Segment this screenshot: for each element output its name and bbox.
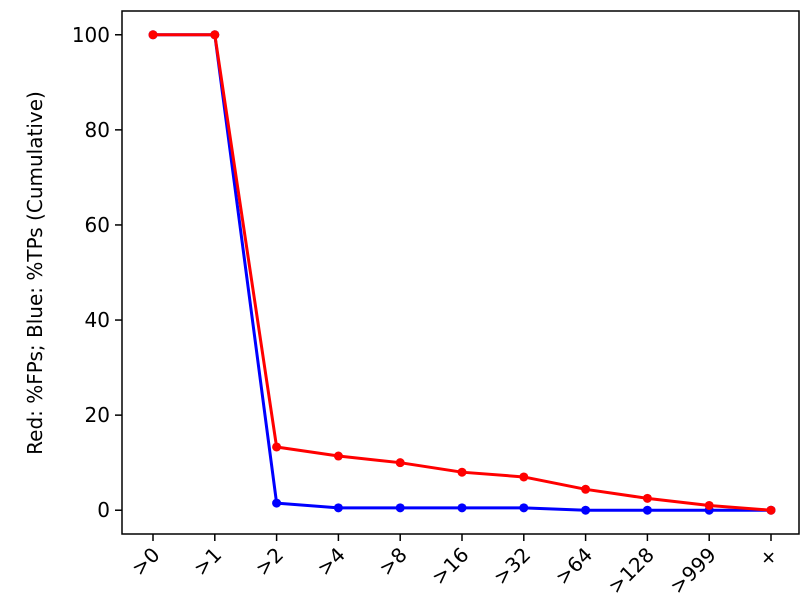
series-1-point bbox=[210, 30, 219, 39]
x-tick-label: >4 bbox=[312, 543, 350, 581]
series-1-point bbox=[767, 506, 776, 515]
x-tick-label: >2 bbox=[250, 543, 288, 581]
series-0-point bbox=[272, 499, 281, 508]
y-tick-label: 80 bbox=[85, 118, 110, 142]
x-tick-label: >8 bbox=[374, 543, 412, 581]
series-1-point bbox=[396, 458, 405, 467]
x-tick-label: >64 bbox=[550, 543, 597, 590]
y-tick-label: 100 bbox=[72, 23, 110, 47]
series-1-point bbox=[643, 494, 652, 503]
series-0-point bbox=[458, 503, 467, 512]
x-tick-label: >128 bbox=[603, 543, 659, 599]
y-tick-label: 0 bbox=[97, 498, 110, 522]
y-ticks: 0 20 40 60 80 100 bbox=[72, 23, 122, 522]
y-axis-label: Red: %FPs; Blue: %TPs (Cumulative) bbox=[23, 91, 47, 455]
series-1-point bbox=[581, 485, 590, 494]
series-0-point bbox=[581, 506, 590, 515]
series-1-point bbox=[334, 452, 343, 461]
series-1-point bbox=[458, 468, 467, 477]
series-1-point bbox=[149, 30, 158, 39]
x-tick-label: >16 bbox=[427, 543, 474, 590]
y-tick-label: 60 bbox=[85, 213, 110, 237]
series-layer bbox=[149, 30, 776, 514]
series-1-point bbox=[519, 472, 528, 481]
x-tick-label: >0 bbox=[127, 543, 165, 581]
series-line-0 bbox=[153, 35, 771, 510]
series-0-point bbox=[396, 503, 405, 512]
y-tick-label: 40 bbox=[85, 308, 110, 332]
y-tick-label: 20 bbox=[85, 403, 110, 427]
series-0-point bbox=[643, 506, 652, 515]
x-tick-label: >999 bbox=[665, 543, 721, 599]
x-tick-label: >32 bbox=[489, 543, 536, 590]
series-0-point bbox=[519, 503, 528, 512]
y-axis-label-group: Red: %FPs; Blue: %TPs (Cumulative) bbox=[23, 91, 47, 455]
x-tick-label: + bbox=[754, 543, 783, 572]
series-1-point bbox=[272, 442, 281, 451]
series-0-point bbox=[334, 503, 343, 512]
series-1-point bbox=[705, 501, 714, 510]
x-tick-label: >1 bbox=[189, 543, 227, 581]
x-ticks: >0 >1 >2 >4 >8 >16 >32 >64 >128 >999 + bbox=[127, 534, 783, 598]
